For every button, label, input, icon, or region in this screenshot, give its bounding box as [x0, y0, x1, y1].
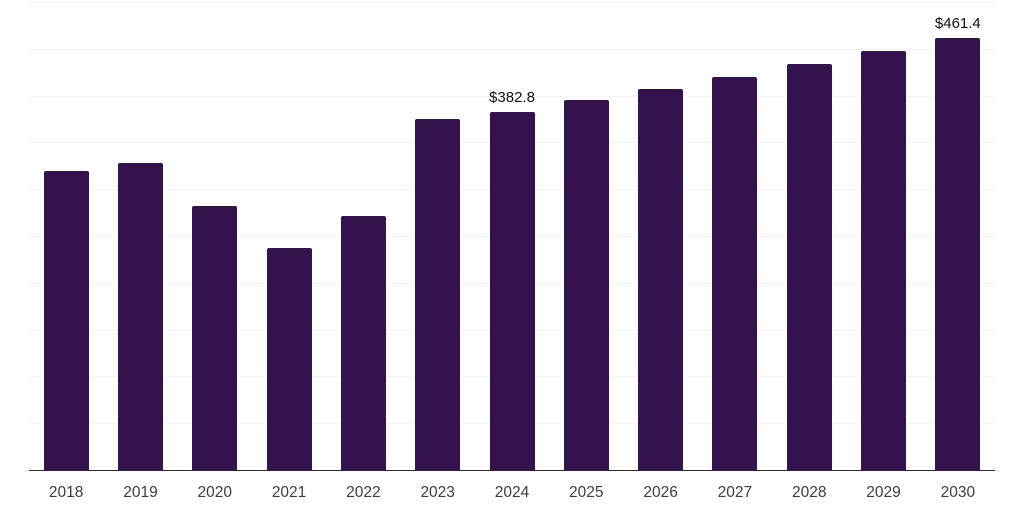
- x-tick-2022: 2022: [346, 484, 381, 501]
- bar-2021[interactable]: [266, 248, 312, 470]
- bar-2028[interactable]: [786, 64, 832, 470]
- x-tick-2027: 2027: [717, 484, 753, 501]
- gridline: [29, 2, 995, 3]
- x-tick-2026: 2026: [643, 484, 678, 501]
- bar-2026[interactable]: [638, 88, 684, 470]
- x-tick-2024: 2024: [494, 484, 530, 501]
- value-label-2030: $461.4: [934, 15, 981, 33]
- x-tick-2018: 2018: [48, 484, 84, 501]
- gridline: [29, 48, 995, 50]
- bar-2027[interactable]: [712, 76, 758, 470]
- x-tick-2028: 2028: [791, 484, 827, 501]
- x-tick-2030: 2030: [940, 484, 976, 501]
- bar-2025[interactable]: [563, 100, 609, 470]
- value-label-2024: $382.8: [489, 88, 535, 106]
- bar-2024[interactable]: [489, 111, 535, 470]
- x-tick-2029: 2029: [866, 484, 901, 501]
- bar-2029[interactable]: [861, 51, 907, 470]
- x-tick-2019: 2019: [123, 484, 158, 501]
- bar-2030[interactable]: [935, 38, 981, 470]
- x-axis-line: [29, 469, 995, 471]
- bar-2019[interactable]: [117, 162, 163, 470]
- x-tick-2025: 2025: [569, 484, 604, 501]
- bar-2023[interactable]: [415, 119, 461, 470]
- bar-2018[interactable]: [43, 171, 89, 470]
- bar-2020[interactable]: [192, 206, 238, 470]
- x-tick-2021: 2021: [271, 484, 307, 501]
- x-tick-2020: 2020: [197, 484, 232, 501]
- x-tick-2023: 2023: [420, 484, 455, 501]
- bar-2022[interactable]: [340, 215, 386, 470]
- gridline: [29, 95, 995, 97]
